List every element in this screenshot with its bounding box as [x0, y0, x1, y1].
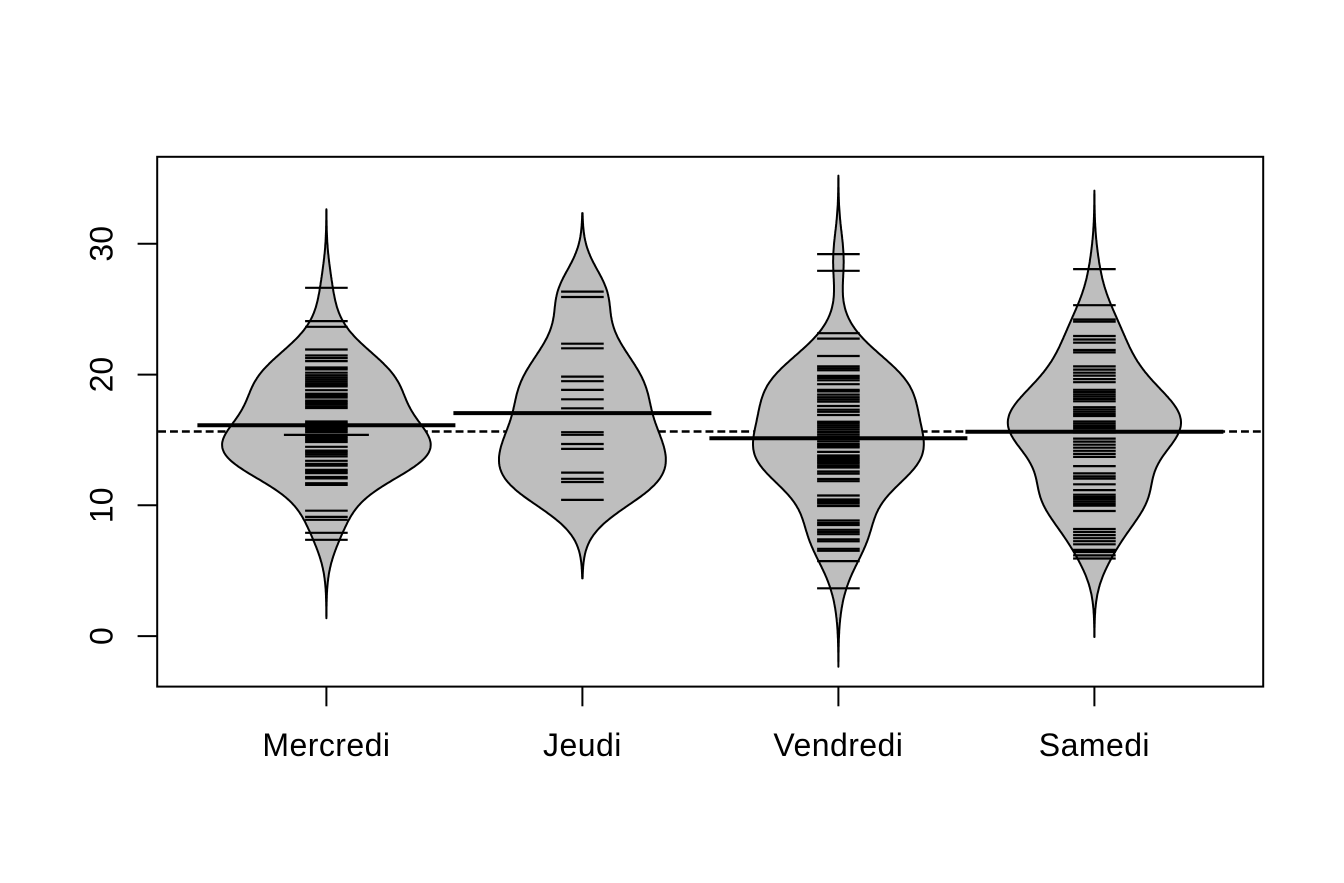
- svg-text:Jeudi: Jeudi: [543, 727, 622, 763]
- svg-text:20: 20: [84, 357, 120, 393]
- svg-text:30: 30: [84, 226, 120, 262]
- svg-text:0: 0: [84, 627, 120, 645]
- svg-text:Vendredi: Vendredi: [773, 727, 903, 763]
- svg-text:10: 10: [84, 488, 120, 524]
- svg-text:Samedi: Samedi: [1039, 727, 1150, 763]
- svg-text:Mercredi: Mercredi: [262, 727, 390, 763]
